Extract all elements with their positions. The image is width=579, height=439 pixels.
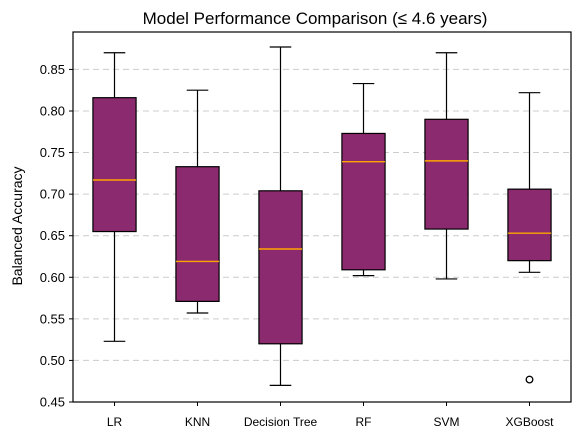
x-tick-label: Decision Tree bbox=[244, 415, 318, 429]
box-group bbox=[424, 52, 469, 280]
y-axis-label: Balanced Accuracy bbox=[9, 166, 25, 285]
box bbox=[258, 190, 303, 345]
x-tick-label: XGBoost bbox=[505, 415, 554, 429]
y-tick-label: 0.70 bbox=[40, 187, 65, 202]
y-axis-ticks: 0.45 0.50 0.55 0.60 0.65 0.70 0.75 0.80 0.85 bbox=[40, 62, 73, 410]
boxes-layer bbox=[92, 46, 552, 386]
box-group bbox=[175, 89, 220, 314]
x-tick-label: KNN bbox=[185, 415, 210, 429]
x-axis-ticks: LR KNN Decision Tree RF SVM XGBoost bbox=[107, 402, 554, 429]
plot-frame bbox=[72, 31, 572, 403]
x-tick-label: RF bbox=[356, 415, 372, 429]
x-tick-label: SVM bbox=[433, 415, 459, 429]
y-tick-label: 0.55 bbox=[40, 311, 65, 326]
box bbox=[341, 132, 386, 271]
y-tick-label: 0.85 bbox=[40, 62, 65, 77]
y-tick-label: 0.80 bbox=[40, 103, 65, 118]
box-group bbox=[341, 82, 386, 277]
box bbox=[175, 166, 220, 302]
outlier-point bbox=[525, 375, 534, 384]
box bbox=[507, 188, 552, 262]
grid-lines bbox=[73, 68, 571, 361]
y-tick-label: 0.60 bbox=[40, 270, 65, 285]
box bbox=[92, 97, 137, 233]
y-tick-label: 0.75 bbox=[40, 145, 65, 160]
box-group bbox=[258, 46, 303, 386]
box-group bbox=[507, 92, 552, 384]
box-group bbox=[92, 52, 137, 342]
y-tick-label: 0.50 bbox=[40, 353, 65, 368]
x-tick-label: LR bbox=[107, 415, 123, 429]
box bbox=[424, 118, 469, 230]
y-tick-label: 0.45 bbox=[40, 395, 65, 410]
y-tick-label: 0.65 bbox=[40, 228, 65, 243]
chart-title: Model Performance Comparison (≤ 4.6 year… bbox=[143, 9, 488, 28]
